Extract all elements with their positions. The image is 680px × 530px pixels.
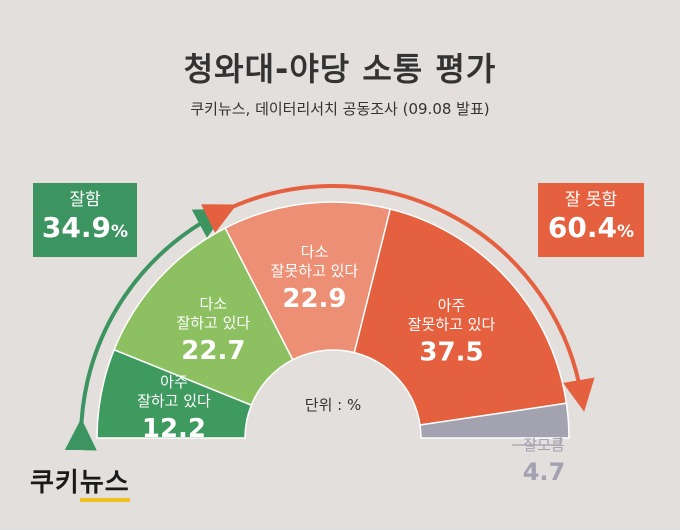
- slice-label: 잘하고 있다: [176, 314, 250, 332]
- logo-part2: 뉴스: [79, 468, 130, 502]
- slice-value: 37.5: [419, 338, 483, 368]
- unknown-leader-line: [512, 429, 561, 446]
- unit-label: 단위 : %: [305, 396, 361, 414]
- good-range-arrow: [64, 208, 228, 451]
- logo-part1: 쿠키: [30, 468, 80, 498]
- chart-title: 청와대-야당 소통 평가: [183, 50, 497, 88]
- summary-bad-value-wrap: 60.4%: [538, 211, 644, 249]
- slice-label: 다소: [301, 243, 329, 261]
- slice-value: 22.7: [181, 336, 245, 366]
- slice-label: 다소: [200, 295, 228, 313]
- slice-value: 12.2: [142, 414, 206, 444]
- summary-bad-value: 60.4: [547, 211, 618, 244]
- summary-good-value-wrap: 34.9%: [33, 211, 137, 249]
- summary-bad-box: 잘 못함 60.4%: [538, 183, 644, 257]
- slice-label: 잘못하고 있다: [271, 262, 359, 280]
- chart-subtitle: 쿠키뉴스, 데이터리서치 공동조사 (09.08 발표): [190, 100, 490, 118]
- slice-label: 잘하고 있다: [137, 392, 211, 410]
- slice-label: 아주: [160, 373, 188, 391]
- summary-good-box: 잘함 34.9%: [33, 183, 137, 257]
- summary-good-label: 잘함: [69, 190, 101, 210]
- slice-label: 잘모름: [523, 436, 565, 454]
- bad-range-arrow: [201, 184, 595, 412]
- summary-bad-unit: %: [617, 222, 635, 242]
- summary-bad-label: 잘 못함: [564, 190, 618, 210]
- summary-good-value: 34.9: [41, 211, 112, 244]
- kukinews-logo: 쿠키뉴스: [30, 462, 130, 502]
- summary-good-unit: %: [111, 222, 129, 242]
- slice-value: 4.7: [523, 458, 566, 486]
- slice-label: 잘못하고 있다: [408, 316, 496, 334]
- pie-slice: [419, 402, 570, 439]
- slice-label: 아주: [438, 297, 466, 315]
- slice-value: 22.9: [282, 284, 346, 314]
